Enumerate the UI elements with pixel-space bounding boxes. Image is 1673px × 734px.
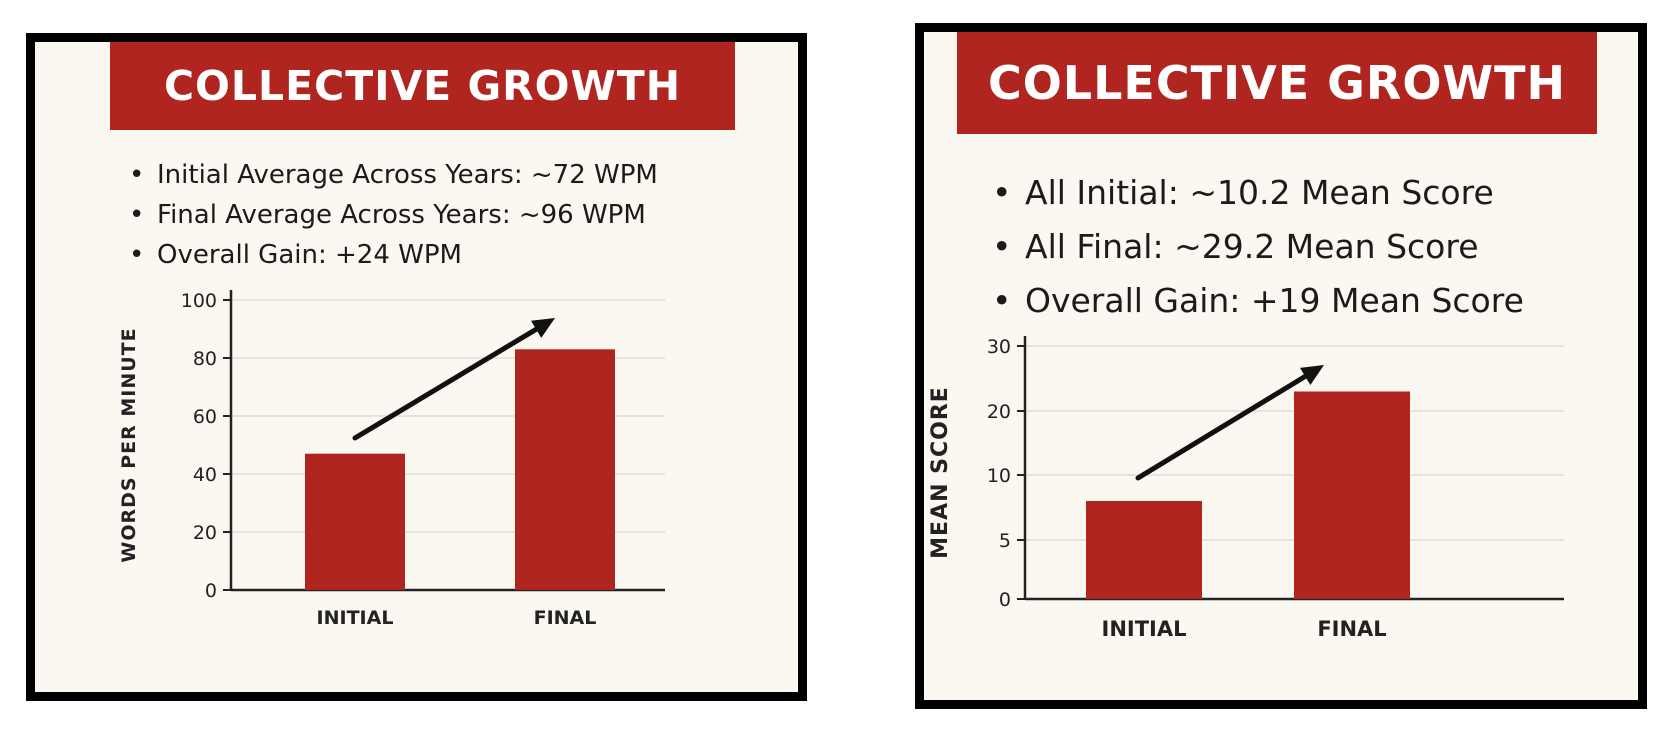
growth-arrow-shaft	[352, 326, 539, 441]
chart-panel-wpm: COLLECTIVE GROWTH • Initial Average Acros…	[26, 33, 807, 701]
bullet-icon: •	[992, 227, 1012, 266]
bullet-icon: •	[129, 160, 145, 190]
summary-list: • All Initial: ~10.2 Mean Score • All Fina…	[992, 166, 1524, 328]
y-axis-title: WORDS PER MINUTE	[118, 327, 140, 562]
y-axis-title: MEAN SCORE	[928, 386, 953, 559]
y-tick-label: 20	[987, 401, 1011, 423]
y-tick-label: 0	[999, 589, 1011, 611]
x-category-label: FINAL	[534, 607, 597, 629]
summary-text: Final Average Across Years: ~96 WPM	[157, 200, 646, 230]
y-tick-label: 0	[205, 580, 217, 602]
bar-chart-wpm: 0 20 40 60 80 100 INITIAL FINAL WORDS PER MINUTE	[118, 290, 665, 629]
bullet-icon: •	[992, 173, 1012, 212]
summary-text: All Final: ~29.2 Mean Score	[1025, 227, 1479, 266]
summary-item: • All Final: ~29.2 Mean Score	[992, 220, 1524, 274]
bar	[1294, 391, 1410, 599]
summary-item: • Overall Gain: +24 WPM	[129, 235, 658, 275]
bullet-icon: •	[992, 281, 1012, 320]
panel-title-banner: COLLECTIVE GROWTH	[957, 32, 1597, 134]
summary-text: Initial Average Across Years: ~72 WPM	[157, 160, 658, 190]
y-tick-label: 30	[987, 336, 1011, 358]
x-category-label: FINAL	[1317, 617, 1386, 641]
bar-chart-mean-score: 0 5 10 20 30 INITIAL FINAL MEAN SCORE	[928, 336, 1564, 641]
growth-arrow-head	[1300, 365, 1324, 385]
x-category-label: INITIAL	[1102, 617, 1187, 641]
y-tick-label: 10	[987, 465, 1011, 487]
bullet-icon: •	[129, 240, 145, 270]
bar	[305, 453, 405, 590]
chart-panel-mean-score: COLLECTIVE GROWTH • All Initial: ~10.2 Me…	[915, 23, 1647, 709]
summary-item: • All Initial: ~10.2 Mean Score	[992, 166, 1524, 220]
bullet-icon: •	[129, 200, 145, 230]
summary-text: Overall Gain: +24 WPM	[157, 240, 462, 270]
bar	[1086, 501, 1202, 599]
panel-title-banner: COLLECTIVE GROWTH	[110, 42, 735, 130]
summary-item: • Overall Gain: +19 Mean Score	[992, 274, 1524, 328]
summary-text: All Initial: ~10.2 Mean Score	[1025, 173, 1494, 212]
y-tick-label: 100	[181, 290, 217, 312]
summary-item: • Initial Average Across Years: ~72 WPM	[129, 155, 658, 195]
y-tick-label: 80	[193, 348, 217, 370]
y-tick-label: 60	[193, 406, 217, 428]
summary-item: • Final Average Across Years: ~96 WPM	[129, 195, 658, 235]
y-tick-label: 40	[193, 464, 217, 486]
growth-arrow-head	[530, 318, 555, 338]
y-tick-label: 5	[999, 530, 1011, 552]
growth-arrow-shaft	[1135, 373, 1308, 481]
summary-list: • Initial Average Across Years: ~72 WPM •…	[129, 155, 658, 275]
y-tick-label: 20	[193, 522, 217, 544]
x-category-label: INITIAL	[317, 607, 394, 629]
summary-text: Overall Gain: +19 Mean Score	[1025, 281, 1524, 320]
bar	[515, 349, 615, 590]
